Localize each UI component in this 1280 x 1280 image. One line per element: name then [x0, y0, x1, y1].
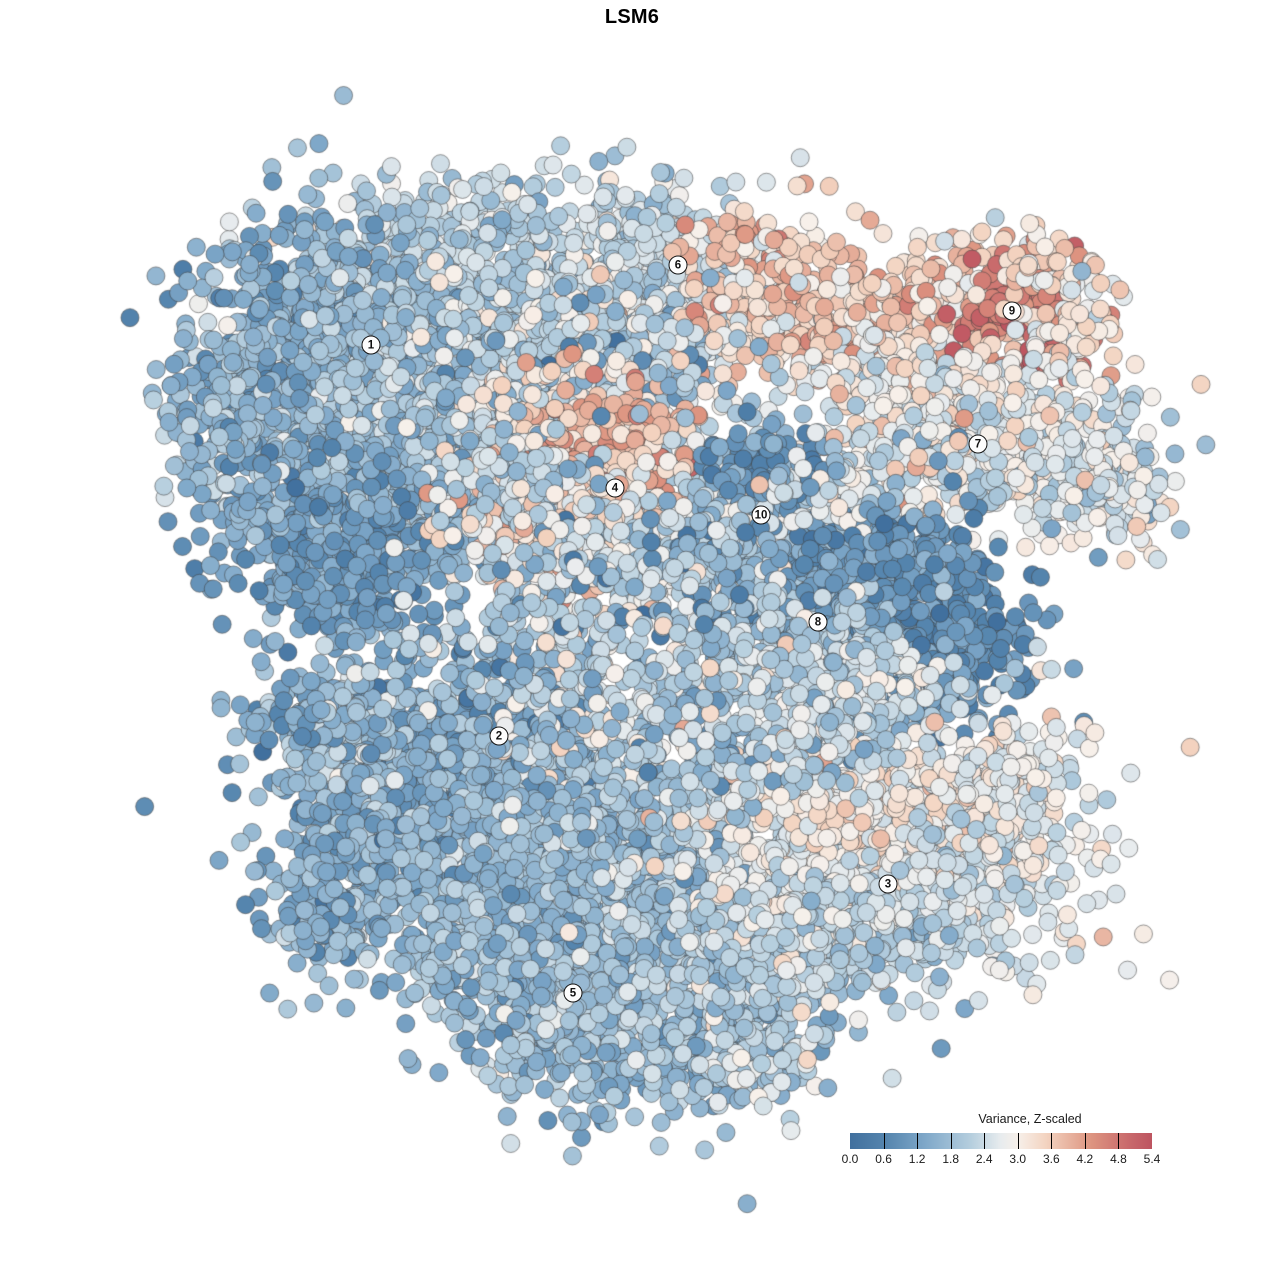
colorbar-tick-line	[1051, 1133, 1053, 1149]
colorbar-tick-label: 4.2	[1076, 1152, 1094, 1166]
colorbar-tick-line	[917, 1133, 919, 1149]
colorbar-gradient	[850, 1133, 1152, 1149]
colorbar-tick-line	[984, 1133, 986, 1149]
colorbar-tick-label: 2.4	[975, 1152, 993, 1166]
colorbar-tick-line	[1084, 1133, 1086, 1149]
colorbar-tick-line	[950, 1133, 952, 1149]
colorbar-tick-line	[883, 1133, 885, 1149]
colorbar-tick-label: 1.2	[908, 1152, 926, 1166]
chart-title: LSM6	[604, 6, 660, 28]
colorbar-tick-label: 0.6	[875, 1152, 892, 1166]
colorbar-tick-line	[1118, 1133, 1120, 1149]
colorbar-tick-label: 3.6	[1042, 1152, 1060, 1166]
colorbar-tick-label: 0.0	[841, 1152, 859, 1166]
colorbar-tick-label: 4.8	[1110, 1152, 1127, 1166]
legend-title: Variance, Z-scaled	[978, 1112, 1082, 1126]
colorbar-tick-label: 3.0	[1009, 1152, 1027, 1166]
colorbar-tick-line	[1017, 1133, 1019, 1149]
colorbar-tick-label: 1.8	[942, 1152, 959, 1166]
colorbar-tick-label: 5.4	[1143, 1152, 1161, 1166]
